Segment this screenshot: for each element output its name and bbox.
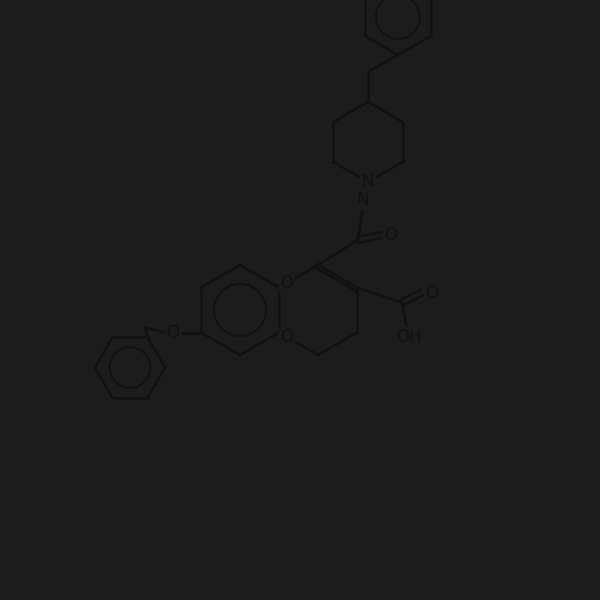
Text: O: O bbox=[167, 323, 179, 341]
Text: O: O bbox=[280, 329, 293, 346]
Text: O: O bbox=[425, 283, 439, 301]
Text: O: O bbox=[280, 274, 293, 292]
Text: N: N bbox=[362, 173, 374, 191]
Text: N: N bbox=[356, 191, 369, 209]
Text: OH: OH bbox=[396, 329, 422, 346]
Text: O: O bbox=[385, 226, 397, 244]
